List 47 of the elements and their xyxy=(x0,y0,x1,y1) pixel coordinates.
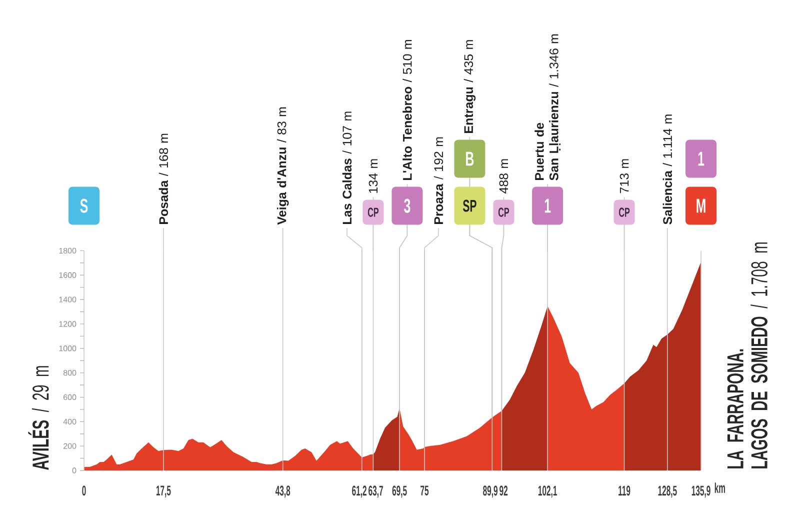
text: Posada / 168 m xyxy=(158,134,168,224)
x-tick-label: 102,1 xyxy=(538,486,557,498)
x-tick-label: 89,9 xyxy=(483,486,498,498)
x-tick-label: 75 xyxy=(420,486,429,496)
text: CP xyxy=(619,208,630,217)
text: S xyxy=(80,198,88,213)
annotation: 488 m xyxy=(499,159,508,194)
y-tick-label: 400 xyxy=(63,418,76,424)
annotation: Entragu / 435 m xyxy=(464,40,476,133)
text: Puertu de San Ḷḷaurienzu / 1.346 m xyxy=(534,34,560,180)
annotation: 3 xyxy=(404,198,410,213)
x-tick-label: 92 xyxy=(500,486,508,496)
text: 713 m xyxy=(620,159,629,194)
x-tick-label: 43,8 xyxy=(275,486,290,498)
x-tick-label: 0 xyxy=(82,486,86,496)
text: 134 m xyxy=(368,159,378,193)
annotation: CP xyxy=(498,208,510,217)
y-tick-label: 1000 xyxy=(59,346,76,352)
y-tick-label: 600 xyxy=(64,394,76,400)
x-tick-label: 17,5 xyxy=(156,486,171,498)
y-tick-label: 1800 xyxy=(59,248,76,254)
text: Saliencia / 1.114 m xyxy=(662,114,672,224)
x-tick-label: 61,2 xyxy=(352,486,366,498)
y-tick-label: 800 xyxy=(63,370,76,376)
y-tick-label: 1600 xyxy=(59,272,76,278)
text: 1 xyxy=(544,198,551,213)
text: LA FARRAPONA. LAGOS DE SOMIEDO / 1.708 m xyxy=(727,242,768,468)
annotation: SP xyxy=(462,200,476,212)
text: M xyxy=(696,198,706,213)
text: AVILÉS / 29 m xyxy=(28,366,49,470)
x-tick-label: 119 xyxy=(618,486,630,496)
x-tick-label: 69,5 xyxy=(392,486,407,498)
annotation: L'Alto Tenebreo / 510 m xyxy=(402,40,412,180)
y-tick-label: 200 xyxy=(64,443,76,449)
y-tick-label: 1400 xyxy=(59,296,76,302)
text: Veiga d'Anzu / 83 m xyxy=(277,107,289,225)
annotation: Proaza / 192 m xyxy=(434,137,444,224)
y-tick-label: 0 xyxy=(72,468,76,474)
y-tick-label: 1200 xyxy=(59,321,76,327)
text: 1 xyxy=(698,152,704,166)
annotation: Las Caldas / 107 m xyxy=(342,112,352,224)
x-tick-label: 135,9 xyxy=(692,486,710,498)
x-tick-label: 63,7 xyxy=(368,486,383,498)
x-axis-title: km xyxy=(714,482,725,493)
x-tick-label: 128,5 xyxy=(658,486,677,498)
text: CP xyxy=(368,208,379,217)
annotation: B xyxy=(466,152,474,166)
